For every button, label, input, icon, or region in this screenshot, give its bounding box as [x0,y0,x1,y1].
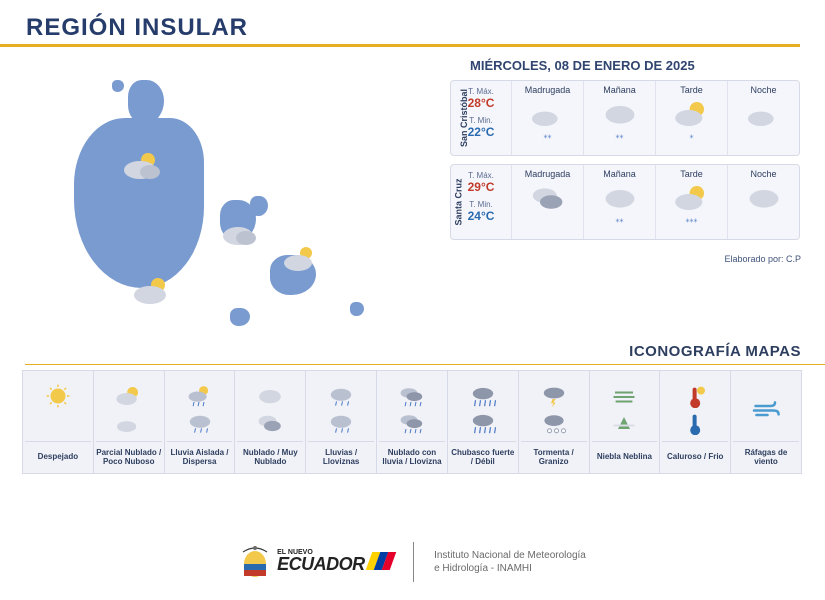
forecast-date: MIÉRCOLES, 08 DE ENERO DE 2025 [470,58,695,73]
shield-icon [239,544,271,580]
legend-label: Lluvias / Lloviznas [308,441,374,469]
legend-icons [539,377,569,441]
credit: Elaborado por: C.P [724,254,801,264]
legend-icons [114,377,144,441]
period-cell: Mañana⁎⁎ [583,165,655,239]
legend-col: Niebla Neblina [589,371,660,473]
legend-col: Lluvia Aislada / Dispersa [164,371,235,473]
legend-col: Despejado [23,371,93,473]
legend-icons [609,377,639,441]
legend-label: Ráfagas de viento [733,441,799,469]
location-label: San Cristóbal [459,89,469,147]
legend-col: Parcial Nublado / Poco Nuboso [93,371,164,473]
legend-icons [185,377,215,441]
footer-divider [413,542,414,582]
legend-label: Chubasco fuerte / Débil [450,441,516,469]
legend-col: Tormenta / Granizo [518,371,589,473]
legend-col: Nublado / Muy Nublado [234,371,305,473]
legend-label: Tormenta / Granizo [521,441,587,469]
legend-table: DespejadoParcial Nublado / Poco NubosoLl… [22,370,802,474]
legend-label: Lluvia Aislada / Dispersa [167,441,233,469]
legend-col: Chubasco fuerte / Débil [447,371,518,473]
legend-icons [397,377,427,441]
legend-label: Despejado [25,441,91,469]
period-cell: Madrugada [511,165,583,239]
legend-label: Parcial Nublado / Poco Nuboso [96,441,162,469]
legend-icons [468,377,498,441]
forecast-panel: Santa CruzT. Máx.29°CT. Min.24°CMadrugad… [450,164,800,240]
ecuador-logo: EL NUEVO ECUADOR [239,544,393,580]
tricolor-icon [366,552,397,570]
institution-name: Instituto Nacional de Meteorología e Hid… [434,549,586,575]
map-weather-icon [130,275,174,311]
footer: EL NUEVO ECUADOR Instituto Nacional de M… [0,542,825,582]
map-weather-icon [120,150,164,186]
map-weather-icon [220,220,260,252]
period-cell: Noche [727,81,799,155]
legend-col: Ráfagas de viento [730,371,801,473]
title-underline [0,44,800,47]
legend-label: Nublado con lluvia / Llovizna [379,441,445,469]
legend-icons [680,377,710,441]
period-cell: Noche [727,165,799,239]
iconography-title: ICONOGRAFÍA MAPAS [629,343,801,360]
map-weather-icon [280,245,320,277]
period-cell: Mañana⁎⁎ [583,81,655,155]
legend-col: Caluroso / Frio [659,371,730,473]
forecast-panel: San CristóbalT. Máx.28°CT. Min.22°CMadru… [450,80,800,156]
period-cell: Madrugada⁎⁎ [511,81,583,155]
legend-col: Lluvias / Lloviznas [305,371,376,473]
legend-icons [255,377,285,441]
legend-icons [751,377,781,441]
galapagos-map [30,60,410,340]
ecuador-text: ECUADOR [277,554,365,574]
iconography-underline [25,364,825,365]
location-label: Santa Cruz [454,178,464,225]
legend-col: Nublado con lluvia / Llovizna [376,371,447,473]
legend-icons [326,377,356,441]
legend-label: Caluroso / Frio [662,441,728,469]
period-cell: Tarde⁎⁎⁎ [655,165,727,239]
period-cell: Tarde⁎ [655,81,727,155]
legend-label: Niebla Neblina [592,441,658,469]
legend-label: Nublado / Muy Nublado [237,441,303,469]
page-title: REGIÓN INSULAR [26,14,248,42]
legend-icons [43,377,73,441]
